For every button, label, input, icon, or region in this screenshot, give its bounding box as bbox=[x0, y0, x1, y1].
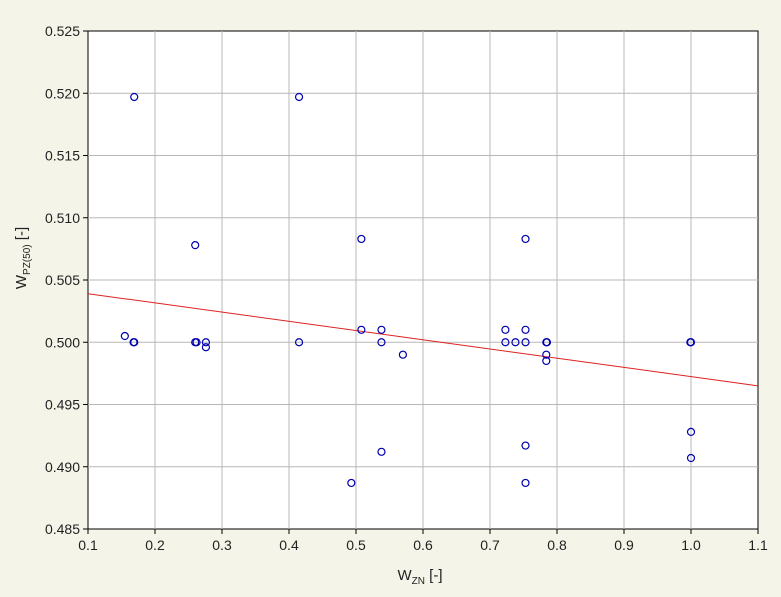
data-point bbox=[192, 338, 201, 347]
x-tick-label: 0.5 bbox=[346, 537, 366, 553]
y-tick-label: 0.495 bbox=[45, 397, 80, 413]
data-point bbox=[521, 338, 530, 347]
data-point bbox=[294, 338, 304, 347]
y-axis-label-main: W bbox=[13, 274, 30, 289]
grid-lines bbox=[88, 31, 758, 529]
y-tick-labels: 0.485 0.490 0.495 0.500 0.505 0.510 0.515 0.520… bbox=[45, 23, 80, 537]
data-point bbox=[377, 447, 386, 456]
regression-line bbox=[87, 293, 759, 387]
y-tick-label: 0.515 bbox=[45, 148, 80, 164]
y-tick-label: 0.520 bbox=[45, 85, 80, 101]
y-tick-label: 0.500 bbox=[45, 334, 80, 350]
x-tick-label: 0.1 bbox=[78, 537, 98, 553]
x-tick-label: 0.3 bbox=[212, 537, 232, 553]
y-tick-label: 0.485 bbox=[45, 521, 80, 537]
x-axis-label-sub: ZN bbox=[412, 576, 425, 587]
data-point bbox=[347, 478, 356, 488]
data-point bbox=[542, 356, 551, 366]
data-point bbox=[501, 325, 510, 334]
y-tick-label: 0.490 bbox=[45, 459, 80, 475]
data-point bbox=[521, 478, 530, 488]
x-tick-label: 0.2 bbox=[145, 537, 165, 553]
data-point bbox=[501, 338, 510, 347]
x-tick-label: 0.8 bbox=[547, 537, 567, 553]
y-axis-label-suffix: [-] bbox=[13, 227, 30, 245]
x-tick-labels: 0.1 0.2 0.3 0.4 0.5 0.6 0.7 0.8 0.9 1.0 1.1 bbox=[78, 537, 768, 553]
data-point bbox=[542, 350, 551, 359]
y-axis-label: WPZ(50) [-] bbox=[13, 227, 33, 289]
x-tick-label: 0.4 bbox=[279, 537, 299, 553]
fit-line-layer bbox=[87, 293, 759, 387]
y-tick-label: 0.505 bbox=[45, 272, 80, 288]
data-point bbox=[377, 325, 386, 334]
data-point bbox=[201, 343, 211, 352]
data-point bbox=[686, 453, 696, 463]
data-point bbox=[201, 338, 211, 347]
data-point bbox=[191, 241, 200, 250]
data-point bbox=[130, 338, 139, 347]
data-point bbox=[542, 338, 552, 347]
y-tick-label: 0.525 bbox=[45, 23, 80, 39]
data-point bbox=[120, 331, 129, 341]
tick-marks bbox=[83, 30, 759, 534]
data-point bbox=[521, 234, 530, 244]
data-point bbox=[511, 338, 520, 347]
x-tick-label: 1.0 bbox=[681, 537, 701, 553]
x-axis-label-suffix: [-] bbox=[425, 567, 443, 584]
x-tick-label: 0.7 bbox=[480, 537, 500, 553]
data-point bbox=[398, 350, 407, 359]
y-axis-label-sub: PZ(50) bbox=[22, 244, 33, 275]
data-point bbox=[521, 325, 530, 334]
y-tick-label: 0.510 bbox=[45, 210, 80, 226]
x-tick-label: 1.1 bbox=[748, 537, 768, 553]
data-point bbox=[130, 92, 139, 102]
data-point bbox=[377, 338, 386, 347]
data-point bbox=[357, 234, 366, 244]
data-points bbox=[120, 92, 696, 488]
x-axis-label: WZN [-] bbox=[397, 567, 442, 587]
x-tick-label: 0.6 bbox=[413, 537, 433, 553]
data-point bbox=[521, 441, 530, 450]
x-tick-label: 0.9 bbox=[614, 537, 634, 553]
data-point bbox=[686, 338, 695, 347]
data-point bbox=[357, 325, 366, 334]
x-axis-label-main: W bbox=[397, 567, 412, 584]
data-point bbox=[294, 92, 304, 102]
data-point bbox=[686, 427, 696, 436]
